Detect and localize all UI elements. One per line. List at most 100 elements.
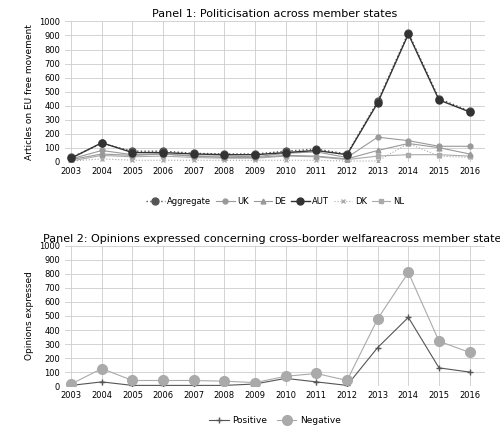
Positive	[222, 383, 228, 388]
Line: UK: UK	[68, 135, 472, 161]
Positive	[436, 366, 442, 371]
DK	[466, 155, 472, 160]
Aggregate	[436, 96, 442, 101]
AUT	[374, 100, 380, 106]
DE	[191, 154, 197, 159]
DE	[160, 151, 166, 157]
DE	[344, 156, 350, 161]
Aggregate	[160, 148, 166, 154]
DE	[282, 153, 288, 158]
DE	[99, 151, 105, 157]
Positive	[252, 381, 258, 387]
DE	[406, 141, 411, 146]
Aggregate	[191, 151, 197, 156]
Negative	[314, 371, 320, 376]
NL	[160, 154, 166, 159]
Positive	[160, 383, 166, 388]
NL	[99, 153, 105, 158]
Negative	[282, 374, 288, 379]
NL	[282, 154, 288, 159]
AUT	[314, 148, 320, 153]
Positive	[99, 379, 105, 384]
AUT	[466, 109, 472, 115]
Line: Positive: Positive	[68, 314, 473, 389]
DK	[191, 158, 197, 163]
DE	[314, 154, 320, 159]
Line: AUT: AUT	[68, 30, 473, 162]
NL	[191, 155, 197, 160]
Y-axis label: Opinions expressed: Opinions expressed	[24, 272, 34, 360]
Negative	[374, 316, 380, 321]
Positive	[130, 383, 136, 388]
DE	[222, 155, 228, 160]
DK	[222, 158, 228, 163]
Positive	[374, 345, 380, 350]
Aggregate	[406, 30, 411, 35]
Negative	[344, 378, 350, 383]
Aggregate	[252, 151, 258, 157]
Positive	[406, 315, 411, 320]
Aggregate	[374, 99, 380, 104]
Negative	[160, 378, 166, 383]
Aggregate	[344, 151, 350, 157]
Line: Aggregate: Aggregate	[68, 29, 473, 161]
Aggregate	[68, 155, 74, 160]
Positive	[68, 383, 74, 388]
UK	[191, 154, 197, 159]
DK	[252, 158, 258, 163]
Positive	[466, 369, 472, 375]
UK	[282, 151, 288, 156]
NL	[252, 156, 258, 161]
Aggregate	[222, 151, 228, 157]
Legend: Positive, Negative: Positive, Negative	[209, 416, 341, 425]
AUT	[282, 150, 288, 155]
UK	[68, 156, 74, 161]
DK	[68, 158, 74, 163]
UK	[130, 152, 136, 157]
Negative	[130, 378, 136, 383]
UK	[436, 144, 442, 149]
DK	[282, 158, 288, 163]
AUT	[99, 140, 105, 145]
Negative	[222, 379, 228, 384]
DE	[374, 148, 380, 153]
Negative	[436, 338, 442, 344]
Title: Panel 2: Opinions expressed concerning cross-border welfareacross member states: Panel 2: Opinions expressed concerning c…	[43, 234, 500, 244]
Aggregate	[99, 141, 105, 146]
NL	[314, 154, 320, 159]
Positive	[191, 383, 197, 388]
AUT	[436, 97, 442, 103]
DK	[374, 158, 380, 163]
DK	[314, 158, 320, 163]
Line: DE: DE	[68, 141, 472, 162]
UK	[314, 149, 320, 154]
DK	[130, 158, 136, 163]
DE	[130, 153, 136, 158]
NL	[68, 158, 74, 163]
NL	[374, 154, 380, 159]
Title: Panel 1: Politicisation across member states: Panel 1: Politicisation across member st…	[152, 9, 398, 19]
UK	[374, 135, 380, 140]
NL	[466, 154, 472, 159]
Negative	[252, 380, 258, 385]
Line: DK: DK	[68, 141, 472, 163]
DE	[252, 155, 258, 160]
DK	[406, 141, 411, 146]
NL	[222, 156, 228, 161]
DK	[99, 156, 105, 161]
UK	[406, 138, 411, 143]
Positive	[314, 379, 320, 384]
DK	[160, 158, 166, 163]
Y-axis label: Articles on EU free movement: Articles on EU free movement	[24, 24, 34, 160]
Positive	[344, 383, 350, 388]
DE	[68, 157, 74, 162]
AUT	[160, 150, 166, 155]
AUT	[68, 156, 74, 161]
DK	[436, 154, 442, 159]
NL	[344, 157, 350, 162]
AUT	[252, 152, 258, 157]
Aggregate	[466, 109, 472, 114]
AUT	[222, 152, 228, 157]
Line: Negative: Negative	[66, 268, 474, 389]
Aggregate	[130, 148, 136, 154]
